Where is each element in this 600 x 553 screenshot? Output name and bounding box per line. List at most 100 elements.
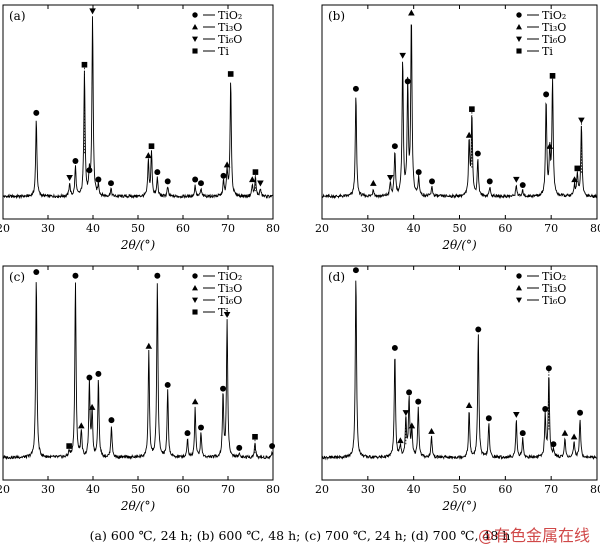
peak-marker-tio2 (33, 269, 40, 276)
xrd-series-line (2, 282, 274, 460)
peak-marker-ti (227, 71, 234, 77)
peak-marker-tio2 (236, 444, 243, 451)
x-tick-label: 50 (453, 483, 467, 496)
legend-symbol-ti (192, 48, 198, 54)
peak-marker-tio2 (406, 389, 413, 396)
x-tick-label: 60 (176, 222, 190, 235)
peak-marker-tio2 (415, 398, 422, 405)
legend-symbol-ti6o (192, 36, 198, 42)
peak-marker-ti3o (145, 152, 152, 159)
panel-label: (d) (328, 270, 345, 284)
x-tick-label: 50 (453, 222, 467, 235)
peak-marker-tio2 (154, 169, 161, 176)
peak-marker-ti6o (223, 311, 231, 318)
peak-marker-ti3o (561, 429, 569, 436)
xrd-series-line (2, 16, 274, 200)
peak-marker-tio2 (184, 430, 191, 437)
x-tick-label: 80 (266, 222, 280, 235)
legend-entry-label: Ti₆O (542, 33, 566, 46)
legend-entry-label: TiO₂ (218, 270, 242, 283)
panel-label: (a) (9, 9, 26, 23)
peak-marker-tio2 (391, 344, 398, 351)
x-tick-label: 40 (407, 483, 421, 496)
x-tick-label: 70 (221, 483, 235, 496)
x-tick-label: 20 (315, 483, 329, 496)
legend-entry-label: Ti₆O (542, 294, 566, 307)
peak-marker-tio2 (352, 267, 359, 274)
peak-marker-ti6o (257, 180, 264, 187)
peak-marker-tio2 (72, 158, 79, 164)
x-tick-label: 20 (0, 483, 10, 496)
peak-marker-tio2 (474, 150, 481, 157)
peak-marker-tio2 (429, 178, 435, 185)
x-tick-label: 70 (544, 483, 558, 496)
legend-symbol-tio2 (516, 12, 522, 18)
peak-marker-ti3o (465, 131, 473, 138)
x-tick-label: 20 (0, 222, 10, 235)
peak-marker-ti6o (513, 176, 520, 183)
legend-symbol-ti (516, 48, 522, 54)
legend-entry-label: Ti₃O (218, 282, 242, 295)
peak-marker-tio2 (352, 85, 359, 92)
peak-marker-tio2 (577, 409, 584, 416)
legend-symbol-ti6o (516, 297, 522, 303)
peak-marker-tio2 (475, 326, 482, 333)
legend-entry-label: Ti₃O (218, 21, 242, 34)
legend-entry-label: TiO₂ (218, 9, 242, 22)
legend-entry-label: Ti (542, 45, 553, 58)
legend-symbol-tio2 (192, 273, 198, 279)
x-tick-label: 30 (361, 483, 375, 496)
peak-marker-tio2 (198, 180, 204, 187)
x-tick-label: 60 (498, 222, 512, 235)
peak-marker-tio2 (519, 430, 526, 437)
peak-marker-tio2 (485, 415, 492, 422)
x-tick-label: 60 (498, 483, 512, 496)
x-tick-label: 50 (131, 222, 145, 235)
peak-marker-ti3o (88, 403, 96, 410)
legend-entry-label: Ti₆O (218, 294, 242, 307)
x-axis-label: 2θ/(°) (441, 499, 477, 513)
x-tick-label: 40 (86, 222, 100, 235)
peak-marker-ti3o (428, 427, 435, 434)
legend-symbol-ti3o (516, 285, 522, 291)
peak-marker-tio2 (198, 424, 204, 431)
peak-marker-tio2 (86, 167, 93, 174)
peak-marker-ti6o (578, 117, 585, 124)
peak-marker-ti (66, 443, 72, 449)
legend-entry-label: Ti₃O (542, 282, 566, 295)
legend-symbol-ti3o (516, 24, 522, 30)
x-tick-label: 50 (131, 483, 145, 496)
legend-symbol-tio2 (516, 273, 522, 279)
x-tick-label: 70 (221, 222, 235, 235)
peak-marker-tio2 (519, 182, 526, 189)
peak-marker-ti (252, 433, 258, 440)
peak-marker-ti6o (402, 410, 410, 417)
peak-marker-tio2 (269, 443, 276, 450)
peak-marker-tio2 (192, 176, 199, 183)
panel-label: (b) (328, 9, 345, 23)
x-tick-label: 80 (266, 483, 280, 496)
peak-marker-ti (252, 169, 259, 175)
legend-symbol-ti6o (516, 36, 522, 42)
peak-marker-tio2 (86, 374, 93, 381)
peak-marker-ti3o (191, 398, 199, 405)
peak-marker-ti3o (145, 342, 153, 349)
peak-marker-tio2 (72, 272, 79, 279)
peak-marker-ti3o (408, 422, 416, 429)
x-tick-label: 40 (86, 483, 100, 496)
peak-marker-ti3o (465, 402, 473, 408)
legend-entry-label: Ti₆O (218, 33, 242, 46)
legend-symbol-tio2 (192, 12, 198, 18)
legend-symbol-ti6o (192, 297, 198, 303)
peak-marker-ti6o (513, 411, 520, 418)
legend-symbol-ti3o (192, 285, 198, 291)
x-tick-label: 80 (590, 483, 600, 496)
x-tick-label: 80 (590, 222, 600, 235)
figure-caption: (a) 600 ℃, 24 h; (b) 600 ℃, 48 h; (c) 70… (89, 528, 511, 543)
legend-entry-label: TiO₂ (542, 270, 566, 283)
peak-marker-tio2 (220, 172, 227, 179)
peak-marker-ti3o (571, 176, 578, 183)
